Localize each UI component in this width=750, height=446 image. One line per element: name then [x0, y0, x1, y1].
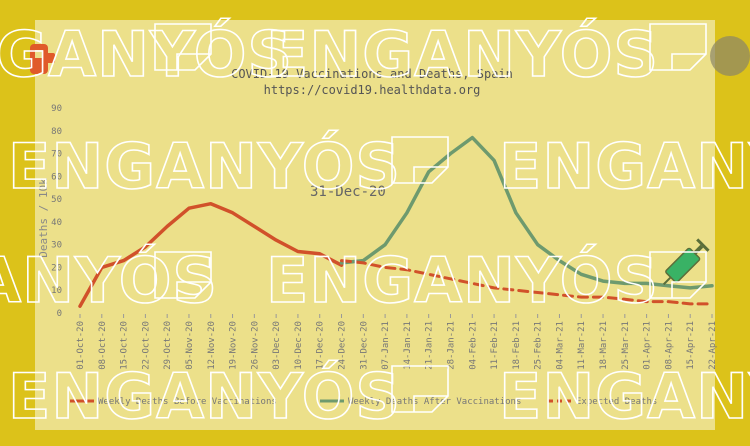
y-axis: 0 10 20 30 40 50 60 70 80 90 — [51, 104, 62, 319]
watermark-text: ENGANYÓS — [499, 360, 750, 433]
x-tick-label: 17-Dec-20 — [316, 321, 326, 370]
series-line — [78, 201, 344, 308]
x-tick-label: 04-Mar-21 — [555, 321, 565, 370]
watermark-text: ENGANYÓS — [8, 360, 401, 433]
x-tick-label: 14-Jan-21 — [403, 321, 413, 370]
series-line — [340, 259, 714, 306]
legend-label: Weekly Deaths Before Vaccinations — [98, 397, 277, 407]
x-tick-label: 25-Mar-21 — [621, 321, 631, 370]
chart-subtitle: https://covid19.healthdata.org — [264, 83, 481, 97]
y-tick-label: 70 — [51, 150, 62, 160]
watermark: ENGANYÓSENGANYÓSENGANYÓSENGANYÓSENGANYÓS… — [0, 17, 750, 434]
y-tick-label: 60 — [51, 172, 62, 182]
x-tick-label: 18-Mar-21 — [599, 321, 609, 370]
x-axis: 01-Oct-20 08-Oct-20 15-Oct-20 22-Oct-20 29-O… — [76, 314, 718, 370]
logo-icon — [30, 44, 55, 74]
watermark-logo-icon — [391, 365, 449, 413]
overlay-date: 31-Dec-20 — [310, 184, 386, 200]
watermark-text: ENGANYÓS — [0, 244, 218, 317]
legend-label: Weekly Deaths After Vaccinations — [348, 397, 521, 407]
watermark-logo-icon — [391, 136, 449, 184]
x-tick-label: 12-Nov-20 — [207, 321, 217, 370]
x-tick-label: 01-Oct-20 — [76, 321, 86, 370]
y-tick-label: 20 — [51, 263, 62, 273]
x-tick-label: 22-Oct-20 — [141, 321, 151, 370]
x-tick-label: 08-Apr-21 — [664, 321, 674, 370]
chart-title: COVID-19 Vaccinations and Deaths, Spain — [231, 67, 513, 81]
watermark-logo-icon — [649, 23, 707, 71]
watermark-text: ENGANYÓS — [499, 130, 750, 203]
x-tick-label: 04-Feb-21 — [468, 321, 478, 370]
y-tick-label: 10 — [51, 286, 62, 296]
y-tick-label: 30 — [51, 241, 62, 251]
x-tick-label: 11-Feb-21 — [490, 321, 500, 370]
menu-circle-icon[interactable] — [710, 36, 750, 76]
watermark-text: ENGANYÓS — [266, 18, 659, 91]
x-tick-label: 29-Oct-20 — [163, 321, 173, 370]
watermark-text: ENGANYÓS — [266, 244, 659, 317]
x-tick-label: 18-Feb-21 — [512, 321, 522, 370]
x-tick-label: 08-Oct-20 — [98, 321, 108, 370]
watermark-text: ENGANYÓS — [8, 130, 401, 203]
x-tick-label: 15-Apr-21 — [686, 321, 696, 370]
watermark-text: ENGANYÓS — [0, 18, 293, 91]
watermark-logo-icon — [649, 251, 707, 299]
x-tick-label: 25-Feb-21 — [534, 321, 544, 370]
watermark-logo-icon — [154, 23, 212, 71]
x-tick-label: 26-Nov-20 — [250, 321, 260, 370]
syringe-icon — [662, 238, 710, 286]
y-tick-label: 90 — [51, 104, 62, 114]
x-tick-label: 28-Jan-21 — [446, 321, 456, 370]
y-tick-label: 50 — [51, 195, 62, 205]
watermark-logo-icon — [154, 251, 212, 299]
x-tick-label: 24-Dec-20 — [338, 321, 348, 370]
chart-panel — [35, 20, 715, 430]
x-tick-label: 07-Jan-21 — [381, 321, 391, 370]
y-tick-label: 40 — [51, 218, 62, 228]
x-tick-label: 19-Nov-20 — [229, 321, 239, 370]
y-axis-title: Deaths / 10k — [37, 178, 50, 258]
legend-label: Expected Deaths — [576, 397, 657, 407]
x-tick-label: 03-Dec-20 — [272, 321, 282, 370]
x-tick-label: 10-Dec-20 — [294, 321, 304, 370]
x-tick-label: 31-Dec-20 — [359, 321, 369, 370]
legend: Weekly Deaths Before Vaccinations Weekly … — [70, 397, 657, 407]
x-tick-label: 22-Apr-21 — [708, 321, 718, 370]
y-tick-label: 80 — [51, 127, 62, 137]
x-tick-label: 01-Apr-21 — [643, 321, 653, 370]
y-tick-label: 0 — [57, 309, 62, 319]
x-tick-label: 11-Mar-21 — [577, 321, 587, 370]
x-tick-label: 05-Nov-20 — [185, 321, 195, 370]
x-tick-label: 21-Jan-21 — [425, 321, 435, 370]
x-tick-label: 15-Oct-20 — [120, 321, 130, 370]
